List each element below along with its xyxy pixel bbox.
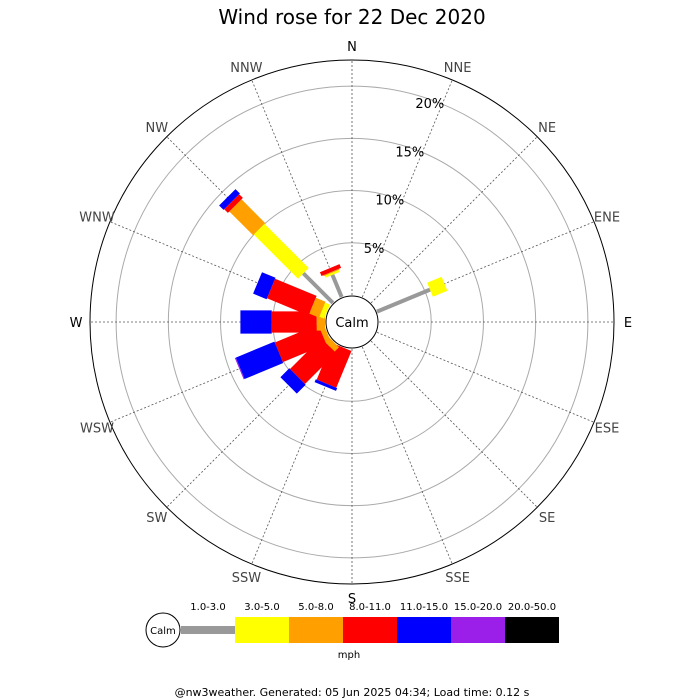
bar-ene-1.0-3.0 (376, 287, 431, 314)
direction-label-nnw: NNW (230, 61, 262, 76)
spoke-ne (370, 136, 538, 304)
bar-ssw-11.0-15.0 (314, 379, 338, 391)
bar-wsw-8.0-11.0 (274, 324, 327, 363)
direction-label-ssw: SSW (232, 571, 262, 586)
bar-w-8.0-11.0 (271, 311, 317, 333)
legend-label-1.0-3.0: 1.0-3.0 (190, 602, 225, 613)
spoke-ene (376, 221, 595, 313)
bar-wnw-3.0-5.0 (319, 302, 330, 319)
direction-label-nne: NNE (444, 61, 472, 76)
direction-label-se: SE (539, 511, 555, 526)
direction-label-ne: NE (538, 121, 556, 136)
legend-label-8.0-11.0: 8.0-11.0 (349, 602, 391, 613)
calm-label: Calm (335, 316, 368, 331)
legend-swatch-8.0-11.0 (343, 617, 397, 643)
direction-label-n: N (347, 40, 357, 55)
chart-title: Wind rose for 22 Dec 2020 (218, 5, 485, 29)
bar-nnw-1.0-3.0 (330, 274, 344, 298)
bar-nnw-8.0-11.0 (319, 264, 342, 276)
legend-label-11.0-15.0: 11.0-15.0 (400, 602, 448, 613)
bar-ene-3.0-5.0 (427, 276, 448, 297)
ring-label: 5% (364, 242, 385, 257)
direction-label-e: E (624, 316, 632, 331)
spoke-sw (166, 340, 334, 508)
legend-calm-label: Calm (150, 626, 176, 637)
legend-label-5.0-8.0: 5.0-8.0 (298, 602, 333, 613)
bar-nnw-3.0-5.0 (324, 270, 340, 278)
bar-wnw-8.0-11.0 (267, 278, 317, 316)
bar-nw-8.0-11.0 (224, 194, 243, 213)
bar-ssw-8.0-11.0 (316, 342, 352, 388)
bar-sw-8.0-11.0 (290, 338, 336, 384)
percent-ring-labels: 5% 10% 15% 20% (364, 97, 445, 257)
footer-text: @nw3weather. Generated: 05 Jun 2025 04:3… (175, 686, 530, 699)
bar-nw-11.0-15.0 (219, 189, 240, 210)
direction-labels: N NNE NE ENE E ESE SE SSE S SSW SW WSW W WNW NW NNW (70, 40, 633, 607)
bar-w-11.0-15.0 (240, 310, 272, 334)
legend-swatch-5.0-8.0 (289, 617, 343, 643)
direction-label-sw: SW (146, 511, 167, 526)
legend-swatch-15.0-20.0 (451, 617, 505, 643)
legend-label-20.0-50.0: 20.0-50.0 (508, 602, 556, 613)
bar-wsw-15.0-20.0 (234, 357, 245, 380)
direction-label-w: W (70, 316, 83, 331)
spoke-wsw (109, 331, 328, 423)
bar-nnw-5.0-8.0 (323, 268, 340, 277)
ring-label: 20% (415, 97, 444, 112)
bar-wnw-11.0-15.0 (253, 272, 276, 300)
direction-label-ene: ENE (594, 210, 620, 225)
legend-label-15.0-20.0: 15.0-20.0 (454, 602, 502, 613)
direction-label-sse: SSE (445, 571, 470, 586)
bar-wnw-5.0-8.0 (309, 297, 326, 318)
spoke-nne (361, 79, 453, 298)
legend-swatch-3.0-5.0 (235, 617, 289, 643)
legend-swatch-20.0-50.0 (505, 617, 559, 643)
direction-label-wnw: WNW (79, 210, 115, 225)
spoke-wnw (109, 221, 328, 313)
spoke-ssw (251, 346, 343, 565)
bar-sw-11.0-15.0 (280, 368, 306, 394)
direction-label-wsw: WSW (80, 422, 114, 437)
bar-nw-5.0-8.0 (229, 199, 266, 236)
direction-label-s: S (348, 592, 356, 607)
legend-swatch-1.0-3.0 (181, 626, 235, 634)
bar-nw-3.0-5.0 (253, 223, 309, 279)
calm-circle (325, 295, 379, 349)
legend-units: mph (338, 650, 360, 661)
direction-label-nw: NW (146, 121, 169, 136)
direction-label-ese: ESE (595, 422, 620, 437)
legend-calm-circle (145, 612, 181, 648)
spoke-nnw (251, 79, 343, 298)
legend-label-3.0-5.0: 3.0-5.0 (244, 602, 279, 613)
bar-nw-1.0-3.0 (302, 272, 335, 305)
legend-swatch-11.0-15.0 (397, 617, 451, 643)
wind-bars (219, 189, 448, 394)
ring-label: 15% (395, 145, 424, 160)
outer-ring (89, 59, 615, 585)
spoke-sse (361, 346, 453, 565)
spoke-ese (376, 331, 595, 423)
speed-legend: Calm mph 1.0-3.0 3.0-5.0 5.0-8.0 8.0-11.0 11… (145, 602, 559, 661)
ring-label: 10% (375, 194, 404, 209)
bar-wsw-11.0-15.0 (235, 341, 284, 379)
spoke-se (370, 340, 538, 508)
